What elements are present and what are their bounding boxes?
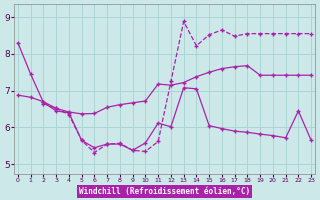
X-axis label: Windchill (Refroidissement éolien,°C): Windchill (Refroidissement éolien,°C) xyxy=(79,187,250,196)
